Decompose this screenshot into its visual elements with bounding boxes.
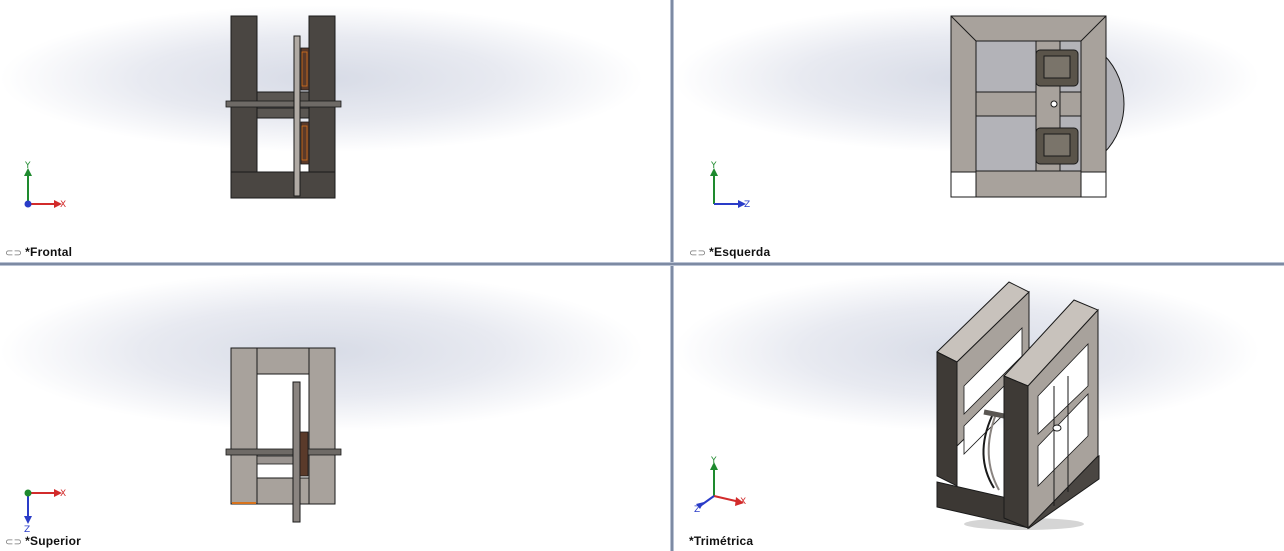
axis-x-label: X xyxy=(60,200,66,210)
view-name: *Frontal xyxy=(25,245,73,259)
axis-z-label: Z xyxy=(744,200,750,210)
axis-y-label: Y xyxy=(710,161,717,171)
view-name: *Superior xyxy=(25,534,81,548)
axis-triad: Y X Z xyxy=(694,456,746,515)
superior-model: X Z xyxy=(24,347,342,535)
axis-triad: Y X xyxy=(24,161,66,210)
axis-triad: X Z xyxy=(24,489,66,535)
axis-y-label: Y xyxy=(24,161,31,171)
esquerda-model: Y Z xyxy=(710,15,1125,210)
view-name: *Trimétrica xyxy=(689,534,754,548)
axis-z-label: Z xyxy=(24,525,30,535)
viewport-frontal[interactable]: Y X ⊂⊃ *Frontal xyxy=(0,0,670,262)
link-icon: ⊂⊃ xyxy=(5,248,23,259)
axis-triad: Y Z xyxy=(710,161,750,210)
base-bar xyxy=(230,171,336,199)
view-label-trimetrica[interactable]: *Trimétrica xyxy=(689,534,753,548)
view-name: *Esquerda xyxy=(709,245,771,259)
trimetrica-model: Y X Z xyxy=(694,281,1100,530)
viewport-trimetrica[interactable]: Y X Z *Trimétrica xyxy=(674,266,1284,551)
link-icon: ⊂⊃ xyxy=(689,248,707,259)
axis-x-label: X xyxy=(60,489,66,499)
frontal-model: Y X xyxy=(24,15,342,210)
viewport-splitter-vertical[interactable] xyxy=(670,0,674,551)
axis-z-label: Z xyxy=(694,505,700,515)
axis-x-label: X xyxy=(740,497,746,507)
axis-y-label: Y xyxy=(710,456,717,466)
viewport-superior[interactable]: X Z ⊂⊃ *Superior xyxy=(0,266,670,551)
viewport-esquerda[interactable]: Y Z ⊂⊃ *Esquerda xyxy=(674,0,1284,262)
viewport-splitter-horizontal[interactable] xyxy=(0,262,1284,266)
view-label-esquerda[interactable]: ⊂⊃ *Esquerda xyxy=(689,245,770,259)
view-label-frontal[interactable]: ⊂⊃ *Frontal xyxy=(5,245,72,259)
link-icon: ⊂⊃ xyxy=(5,537,23,548)
view-label-superior[interactable]: ⊂⊃ *Superior xyxy=(5,534,81,548)
